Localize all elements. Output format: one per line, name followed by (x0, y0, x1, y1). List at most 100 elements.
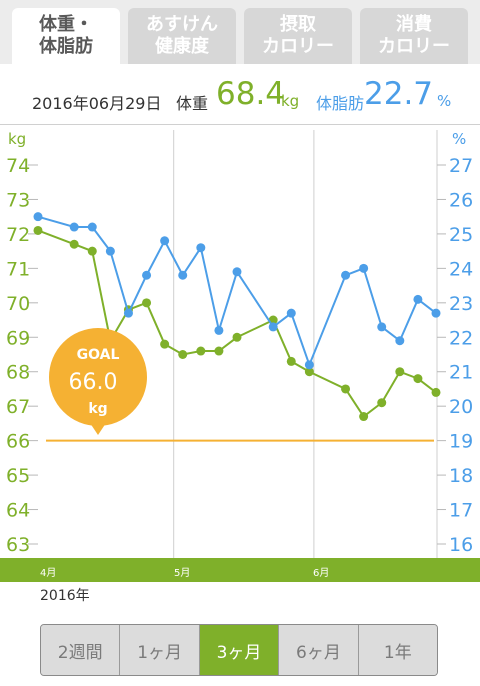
period-1year-button[interactable]: 1年 (358, 625, 437, 675)
left-tick-label: 66 (6, 431, 30, 453)
weight-data-point (377, 398, 387, 408)
tab-weight-fat[interactable]: 体重・ 体脂肪 (12, 8, 120, 64)
tab-label-line2: カロリー (262, 36, 334, 57)
goal-value: 66.0 (69, 370, 118, 395)
fat-data-point (160, 236, 170, 246)
tab-asken-health[interactable]: あすけん 健康度 (128, 8, 236, 64)
summary-date: 2016年06月29日 (32, 94, 162, 113)
right-tick-label: 24 (449, 258, 473, 280)
fat-series-line (37, 215, 437, 368)
weight-label: 体重 (176, 94, 209, 113)
fat-data-point (395, 336, 405, 346)
goal-unit: kg (88, 401, 107, 417)
fat-unit: % (437, 92, 452, 110)
fat-data-point (214, 325, 224, 335)
right-tick-label: 26 (449, 189, 473, 211)
tab-label-line1: 消費 (396, 14, 432, 35)
right-tick-label: 22 (449, 327, 473, 349)
left-tick-label: 68 (6, 362, 30, 384)
month-label: 6月 (313, 568, 330, 579)
fat-data-point (232, 267, 242, 277)
left-tick-label: 74 (6, 155, 30, 177)
left-tick-label: 67 (6, 396, 30, 418)
left-tick-label: 71 (6, 258, 30, 280)
year-label: 2016年 (40, 588, 90, 604)
right-tick-label: 18 (449, 465, 473, 487)
fat-data-point (33, 212, 43, 222)
weight-data-point (395, 367, 405, 377)
divider (0, 124, 480, 125)
left-tick-label: 63 (6, 534, 30, 556)
weight-data-point (69, 239, 79, 249)
x-axis-bar (0, 558, 480, 582)
fat-data-point (123, 308, 133, 318)
fat-data-point (359, 263, 369, 273)
weight-data-point (359, 412, 369, 422)
weight-data-point (178, 350, 188, 359)
fat-data-point (377, 322, 387, 332)
tab-label-line2: カロリー (378, 36, 450, 57)
tab-label-line1: 体重・ (39, 14, 93, 35)
tab-label-line1: 摂取 (280, 14, 316, 35)
tab-label-line2: 健康度 (155, 36, 209, 57)
tab-label-line2: 体脂肪 (39, 36, 93, 57)
right-tick-label: 20 (449, 396, 473, 418)
weight-data-point (196, 346, 206, 356)
fat-data-point (142, 270, 152, 280)
right-tick-label: 27 (449, 155, 473, 177)
right-tick-label: 19 (449, 431, 473, 453)
period-3months-button[interactable]: 3ヶ月 (199, 625, 280, 675)
weight-data-point (160, 339, 170, 349)
weight-data-point (286, 356, 296, 366)
weight-data-point (232, 332, 242, 342)
fat-data-point (431, 308, 441, 318)
fat-data-point (105, 246, 115, 256)
left-tick-label: 65 (6, 465, 30, 487)
right-tick-label: 21 (449, 362, 473, 384)
period-selector: 2週間 1ヶ月 3ヶ月 6ヶ月 1年 (40, 624, 438, 676)
period-2weeks-button[interactable]: 2週間 (41, 625, 121, 675)
weight-data-point (304, 367, 314, 377)
left-tick-label: 64 (6, 500, 30, 522)
weight-data-point (214, 346, 224, 356)
left-axis-unit: kg (8, 130, 26, 148)
goal-label: GOAL (77, 347, 120, 363)
fat-data-point (87, 222, 97, 232)
left-tick-label: 73 (6, 189, 30, 211)
weight-data-point (413, 374, 423, 384)
weight-unit: kg (281, 92, 300, 110)
fat-data-point (196, 243, 206, 253)
tab-label-line1: あすけん (146, 14, 218, 35)
right-tick-label: 16 (449, 534, 473, 556)
period-6months-button[interactable]: 6ヶ月 (279, 625, 359, 675)
weight-data-point (33, 225, 43, 235)
period-1month-button[interactable]: 1ヶ月 (120, 625, 200, 675)
left-tick-label: 69 (6, 327, 30, 349)
right-tick-label: 23 (449, 293, 473, 315)
fat-data-point (341, 270, 351, 280)
fat-data-point (286, 308, 296, 318)
month-label: 4月 (40, 568, 57, 579)
fat-label: 体脂肪 (316, 94, 365, 113)
weight-fat-chart[interactable]: 74 73 72 71 70 69 68 67 66 65 64 63 27 26 25 24 23 22 21 20… (0, 125, 480, 558)
weight-data-point (431, 387, 441, 397)
weight-value: 68.4 (216, 76, 286, 112)
fat-data-point (268, 322, 278, 332)
month-label: 5月 (174, 568, 191, 579)
right-tick-label: 25 (449, 224, 473, 246)
tab-burned-calories[interactable]: 消費 カロリー (360, 8, 468, 64)
left-tick-label: 70 (6, 293, 30, 315)
fat-data-point (304, 360, 314, 370)
tab-bar: 体重・ 体脂肪 あすけん 健康度 摂取 カロリー 消費 カロリー (0, 0, 480, 64)
fat-data-point (178, 270, 188, 280)
fat-data-point (69, 222, 79, 232)
tab-intake-calories[interactable]: 摂取 カロリー (244, 8, 352, 64)
right-tick-label: 17 (449, 500, 473, 522)
weight-data-point (341, 384, 351, 394)
right-axis-unit: % (452, 130, 466, 148)
goal-badge: GOAL 66.0 kg (49, 328, 147, 435)
fat-data-point (413, 294, 423, 304)
left-tick-label: 72 (6, 224, 30, 246)
weight-data-point (87, 246, 97, 256)
fat-value: 22.7 (364, 76, 434, 112)
